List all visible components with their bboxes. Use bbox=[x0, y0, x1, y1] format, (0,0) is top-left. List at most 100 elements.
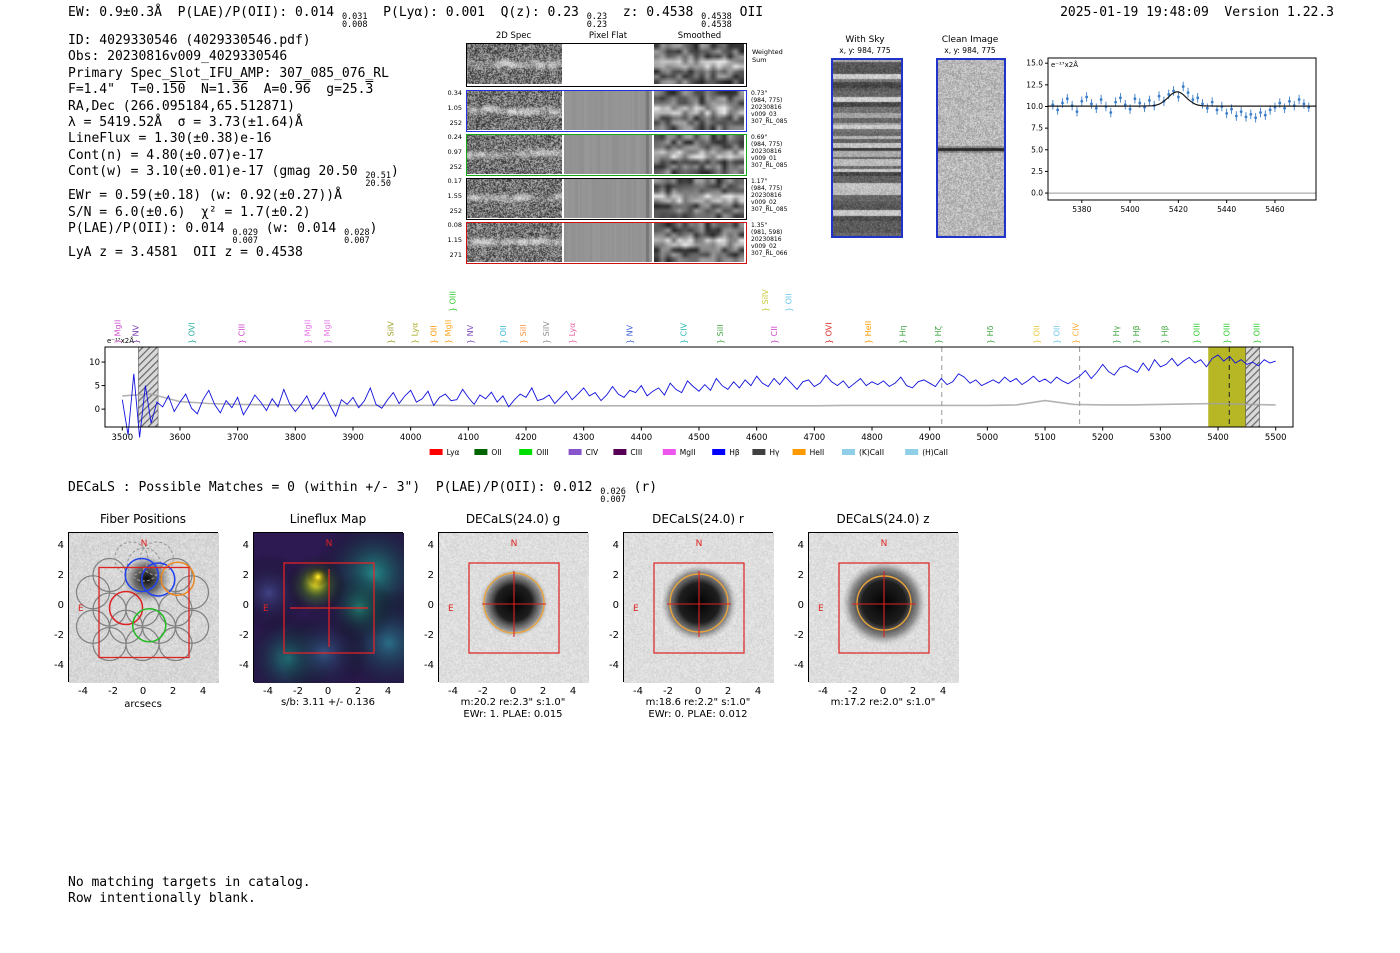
emission-line-label: } CIV bbox=[1071, 322, 1080, 344]
panel-title: DECaLS(24.0) g bbox=[465, 512, 561, 526]
data-point bbox=[1090, 102, 1093, 106]
fiber-weight-values: 0.24 0.97 252 bbox=[436, 133, 462, 176]
fiber-annotation-line: (984, 775) bbox=[751, 141, 783, 148]
data-point bbox=[1119, 96, 1122, 100]
data-point bbox=[1051, 103, 1055, 107]
data-point bbox=[1176, 95, 1180, 99]
data-point bbox=[1201, 102, 1204, 106]
x-tick-label: -2 bbox=[108, 686, 118, 697]
fiber-circle bbox=[75, 609, 111, 644]
fiber-weight-value: 252 bbox=[449, 207, 462, 215]
data-point bbox=[1099, 98, 1103, 101]
detection-info-block: ID: 4029330546 (4029330546.pdf) Obs: 2023… bbox=[68, 33, 399, 261]
y-tick-label: 4 bbox=[242, 540, 249, 551]
info-line: F=1.4" T=0.150 N=1.36 A=0.96 g=25.3 bbox=[68, 82, 374, 98]
fiber-annotation-line: 0.69" bbox=[751, 134, 768, 141]
decals-z-panel: DECaLS(24.0) z N E -4 -4 -2 -2 0 0 2 2 4 4 m:17.2 re:… bbox=[773, 505, 993, 725]
emission-line-label: } Hη bbox=[898, 325, 907, 344]
data-point bbox=[1056, 108, 1060, 112]
cutout-overlay: NE bbox=[263, 539, 375, 654]
x-tick-label: 4100 bbox=[458, 433, 480, 443]
fiber-annotation-line: v009_02 bbox=[751, 199, 777, 206]
fiber-weight-value: 0.24 bbox=[447, 133, 462, 141]
fiber-annotation-line: 20230816 bbox=[751, 236, 782, 243]
x-tick-label: 0 bbox=[324, 686, 332, 697]
emission-line-label: } OIII bbox=[449, 291, 458, 312]
extraction-box bbox=[838, 562, 930, 654]
fiber-circle bbox=[125, 626, 160, 662]
stacked-fraction: 0.031 0.008 bbox=[341, 12, 368, 30]
y-tick-label: 4 bbox=[57, 540, 64, 551]
fiber-circle-orange bbox=[160, 561, 195, 596]
data-point bbox=[1196, 96, 1200, 100]
data-point bbox=[1128, 107, 1132, 111]
emission-line-label: } Hβ bbox=[1132, 325, 1141, 344]
x-tick-label: 5380 bbox=[1072, 205, 1091, 214]
data-point bbox=[1109, 111, 1113, 114]
legend-swatch bbox=[613, 449, 627, 455]
footer-line: No matching targets in catalog. bbox=[68, 875, 311, 890]
y-tick-label: -2 bbox=[609, 630, 619, 641]
y-tick-label: 2 bbox=[612, 570, 619, 581]
y-tick-label: 4 bbox=[797, 540, 804, 551]
x-tick-label: 3800 bbox=[284, 433, 306, 443]
extraction-box bbox=[468, 562, 560, 654]
2d-spec-canvas bbox=[467, 91, 562, 130]
panel-caption: m:18.6 re:2.2" s:1.0" bbox=[645, 697, 751, 708]
x-tick-label: 4600 bbox=[746, 433, 768, 443]
info-line: Primary Spec_Slot_IFU_AMP: 307_085_076_R… bbox=[68, 65, 389, 81]
y-tick-label: -2 bbox=[54, 630, 64, 641]
2d-spec-canvas bbox=[467, 135, 562, 174]
stacked-fraction: 0.028 0.007 bbox=[344, 228, 370, 247]
stacked-fraction: 0.029 0.007 bbox=[232, 228, 258, 247]
x-tick-label: 2 bbox=[539, 686, 547, 697]
spec2d-row-frame bbox=[466, 178, 747, 220]
y-tick-label: 4 bbox=[612, 540, 619, 551]
compass-east-label: E bbox=[818, 604, 824, 614]
emission-line-label: } OII bbox=[499, 325, 508, 344]
compass-north-label: N bbox=[326, 539, 333, 549]
fiber-annotation-line: (984, 775) bbox=[751, 185, 783, 192]
ccd-cutout-panels: With Sky x, y: 984, 775 Clean Image x, y: 9… bbox=[806, 35, 1036, 245]
data-point bbox=[1148, 99, 1151, 102]
y-tick-label: 10.0 bbox=[1026, 102, 1043, 111]
y-tick-label: 15.0 bbox=[1026, 59, 1043, 68]
fiber-annotation-line: (981, 598) bbox=[751, 229, 783, 236]
data-point bbox=[1210, 100, 1214, 104]
legend-swatch bbox=[752, 449, 766, 455]
x-tick-label: 0 bbox=[509, 686, 517, 697]
noise-spectrum-line bbox=[122, 393, 1276, 407]
compass-north-label: N bbox=[696, 539, 703, 549]
cutout-overlay: NE bbox=[818, 539, 930, 654]
legend-swatch bbox=[474, 449, 488, 455]
data-point bbox=[1191, 98, 1195, 101]
legend-swatch bbox=[792, 449, 806, 455]
legend-swatch bbox=[712, 449, 726, 455]
panel-caption-2: EWr: 1. PLAE: 0.015 bbox=[463, 709, 563, 720]
x-tick-label: 4000 bbox=[400, 433, 422, 443]
info-line: LyA z = 3.4581 OII z = 0.4538 bbox=[68, 245, 303, 261]
footer-line: Row intentionally blank. bbox=[68, 891, 256, 907]
spec2d-row: 0.24 0.97 252 0.69" (984, 775) 20230816 v009_0… bbox=[436, 133, 866, 176]
panel-title: DECaLS(24.0) z bbox=[836, 512, 930, 526]
x-tick-label: 5400 bbox=[1207, 433, 1229, 443]
x-tick-label: -4 bbox=[448, 686, 458, 697]
x-tick-label: 4500 bbox=[688, 433, 710, 443]
fiber-annotation-line: 20230816 bbox=[751, 192, 782, 199]
2d-spec-canvas bbox=[467, 223, 562, 262]
emission-line-label: } OVI bbox=[187, 322, 196, 344]
x-tick-label: 4400 bbox=[631, 433, 653, 443]
pixel-flat-canvas bbox=[564, 135, 652, 174]
cutout-overlay: NE bbox=[75, 539, 210, 662]
legend-swatch bbox=[429, 449, 443, 455]
fiber-annotation-line: 20230816 bbox=[751, 148, 782, 155]
pixel-flat-canvas bbox=[564, 179, 652, 218]
fiber-annotation: 1.17" (984, 775) 20230816 v009_02 307_RL_085 bbox=[751, 178, 861, 213]
flux-spectrum-line bbox=[121, 354, 1276, 438]
y-tick-label: 5 bbox=[95, 382, 100, 392]
panel-caption: m:17.2 re:2.0" s:1.0" bbox=[830, 697, 936, 708]
x-tick-label: -4 bbox=[78, 686, 88, 697]
data-point bbox=[1205, 106, 1209, 110]
y-tick-label: 0 bbox=[95, 405, 100, 415]
